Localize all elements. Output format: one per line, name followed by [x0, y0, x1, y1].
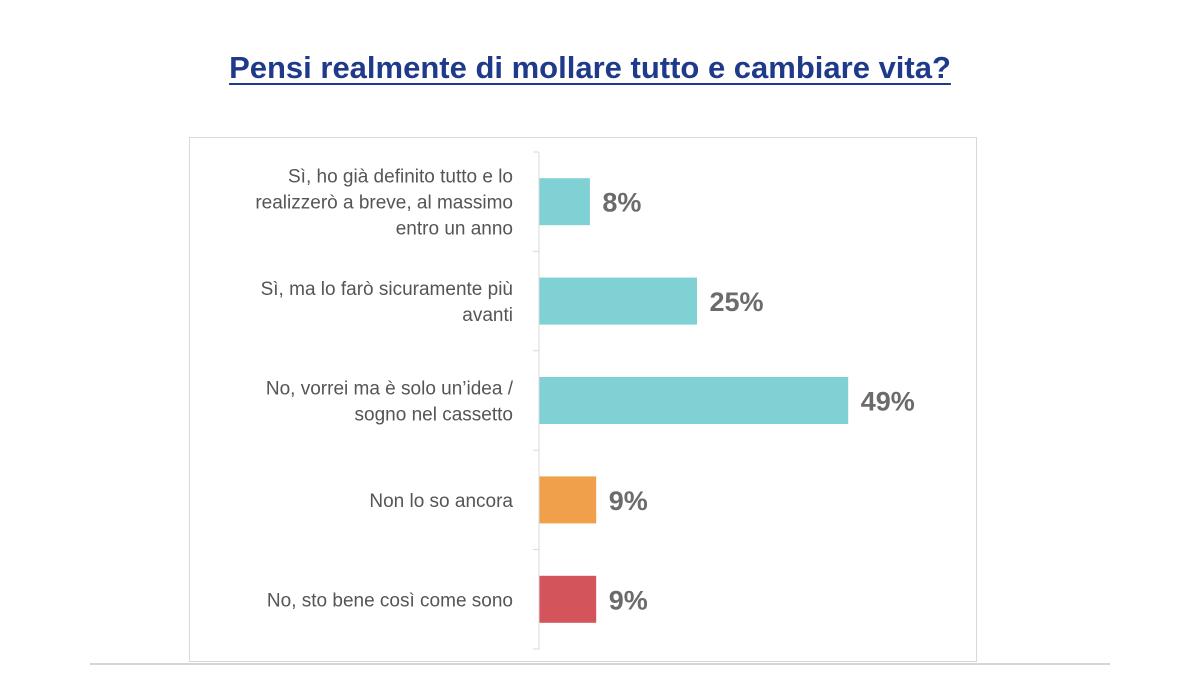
category-label-line: avanti	[462, 305, 513, 326]
category-label: No, sto bene così come sono	[267, 590, 513, 611]
category-label-line: realizzerò a breve, al massimo	[255, 193, 513, 214]
category-label-line: sogno nel cassetto	[355, 405, 513, 426]
category-label-line: Non lo so ancora	[369, 491, 513, 512]
data-label: 8%	[602, 188, 641, 218]
chart-title: Pensi realmente di mollare tutto e cambi…	[229, 50, 951, 85]
category-label-line: No, vorrei ma è solo un’idea /	[266, 379, 514, 400]
category-label-line: Sì, ho già definito tutto e lo	[288, 167, 513, 188]
category-label: Non lo so ancora	[369, 491, 513, 512]
bar	[539, 575, 597, 623]
data-label: 9%	[609, 486, 648, 516]
bar	[539, 277, 697, 325]
bottom-divider	[90, 663, 1110, 665]
bar	[539, 178, 590, 226]
data-label: 9%	[609, 585, 648, 615]
data-label: 49%	[861, 387, 915, 417]
category-label: Sì, ma lo farò sicuramente più avanti	[261, 279, 513, 326]
category-label: No, vorrei ma è solo un’idea / sogno nel …	[266, 379, 514, 426]
category-label-line: Sì, ma lo farò sicuramente più	[261, 279, 513, 300]
category-label-line: No, sto bene così come sono	[267, 590, 513, 611]
bar	[539, 476, 597, 524]
data-label: 25%	[710, 287, 764, 317]
category-label-line: entro un anno	[396, 219, 513, 240]
bar	[539, 377, 849, 424]
category-label: Sì, ho già definito tutto e lo realizzerò…	[255, 167, 513, 240]
